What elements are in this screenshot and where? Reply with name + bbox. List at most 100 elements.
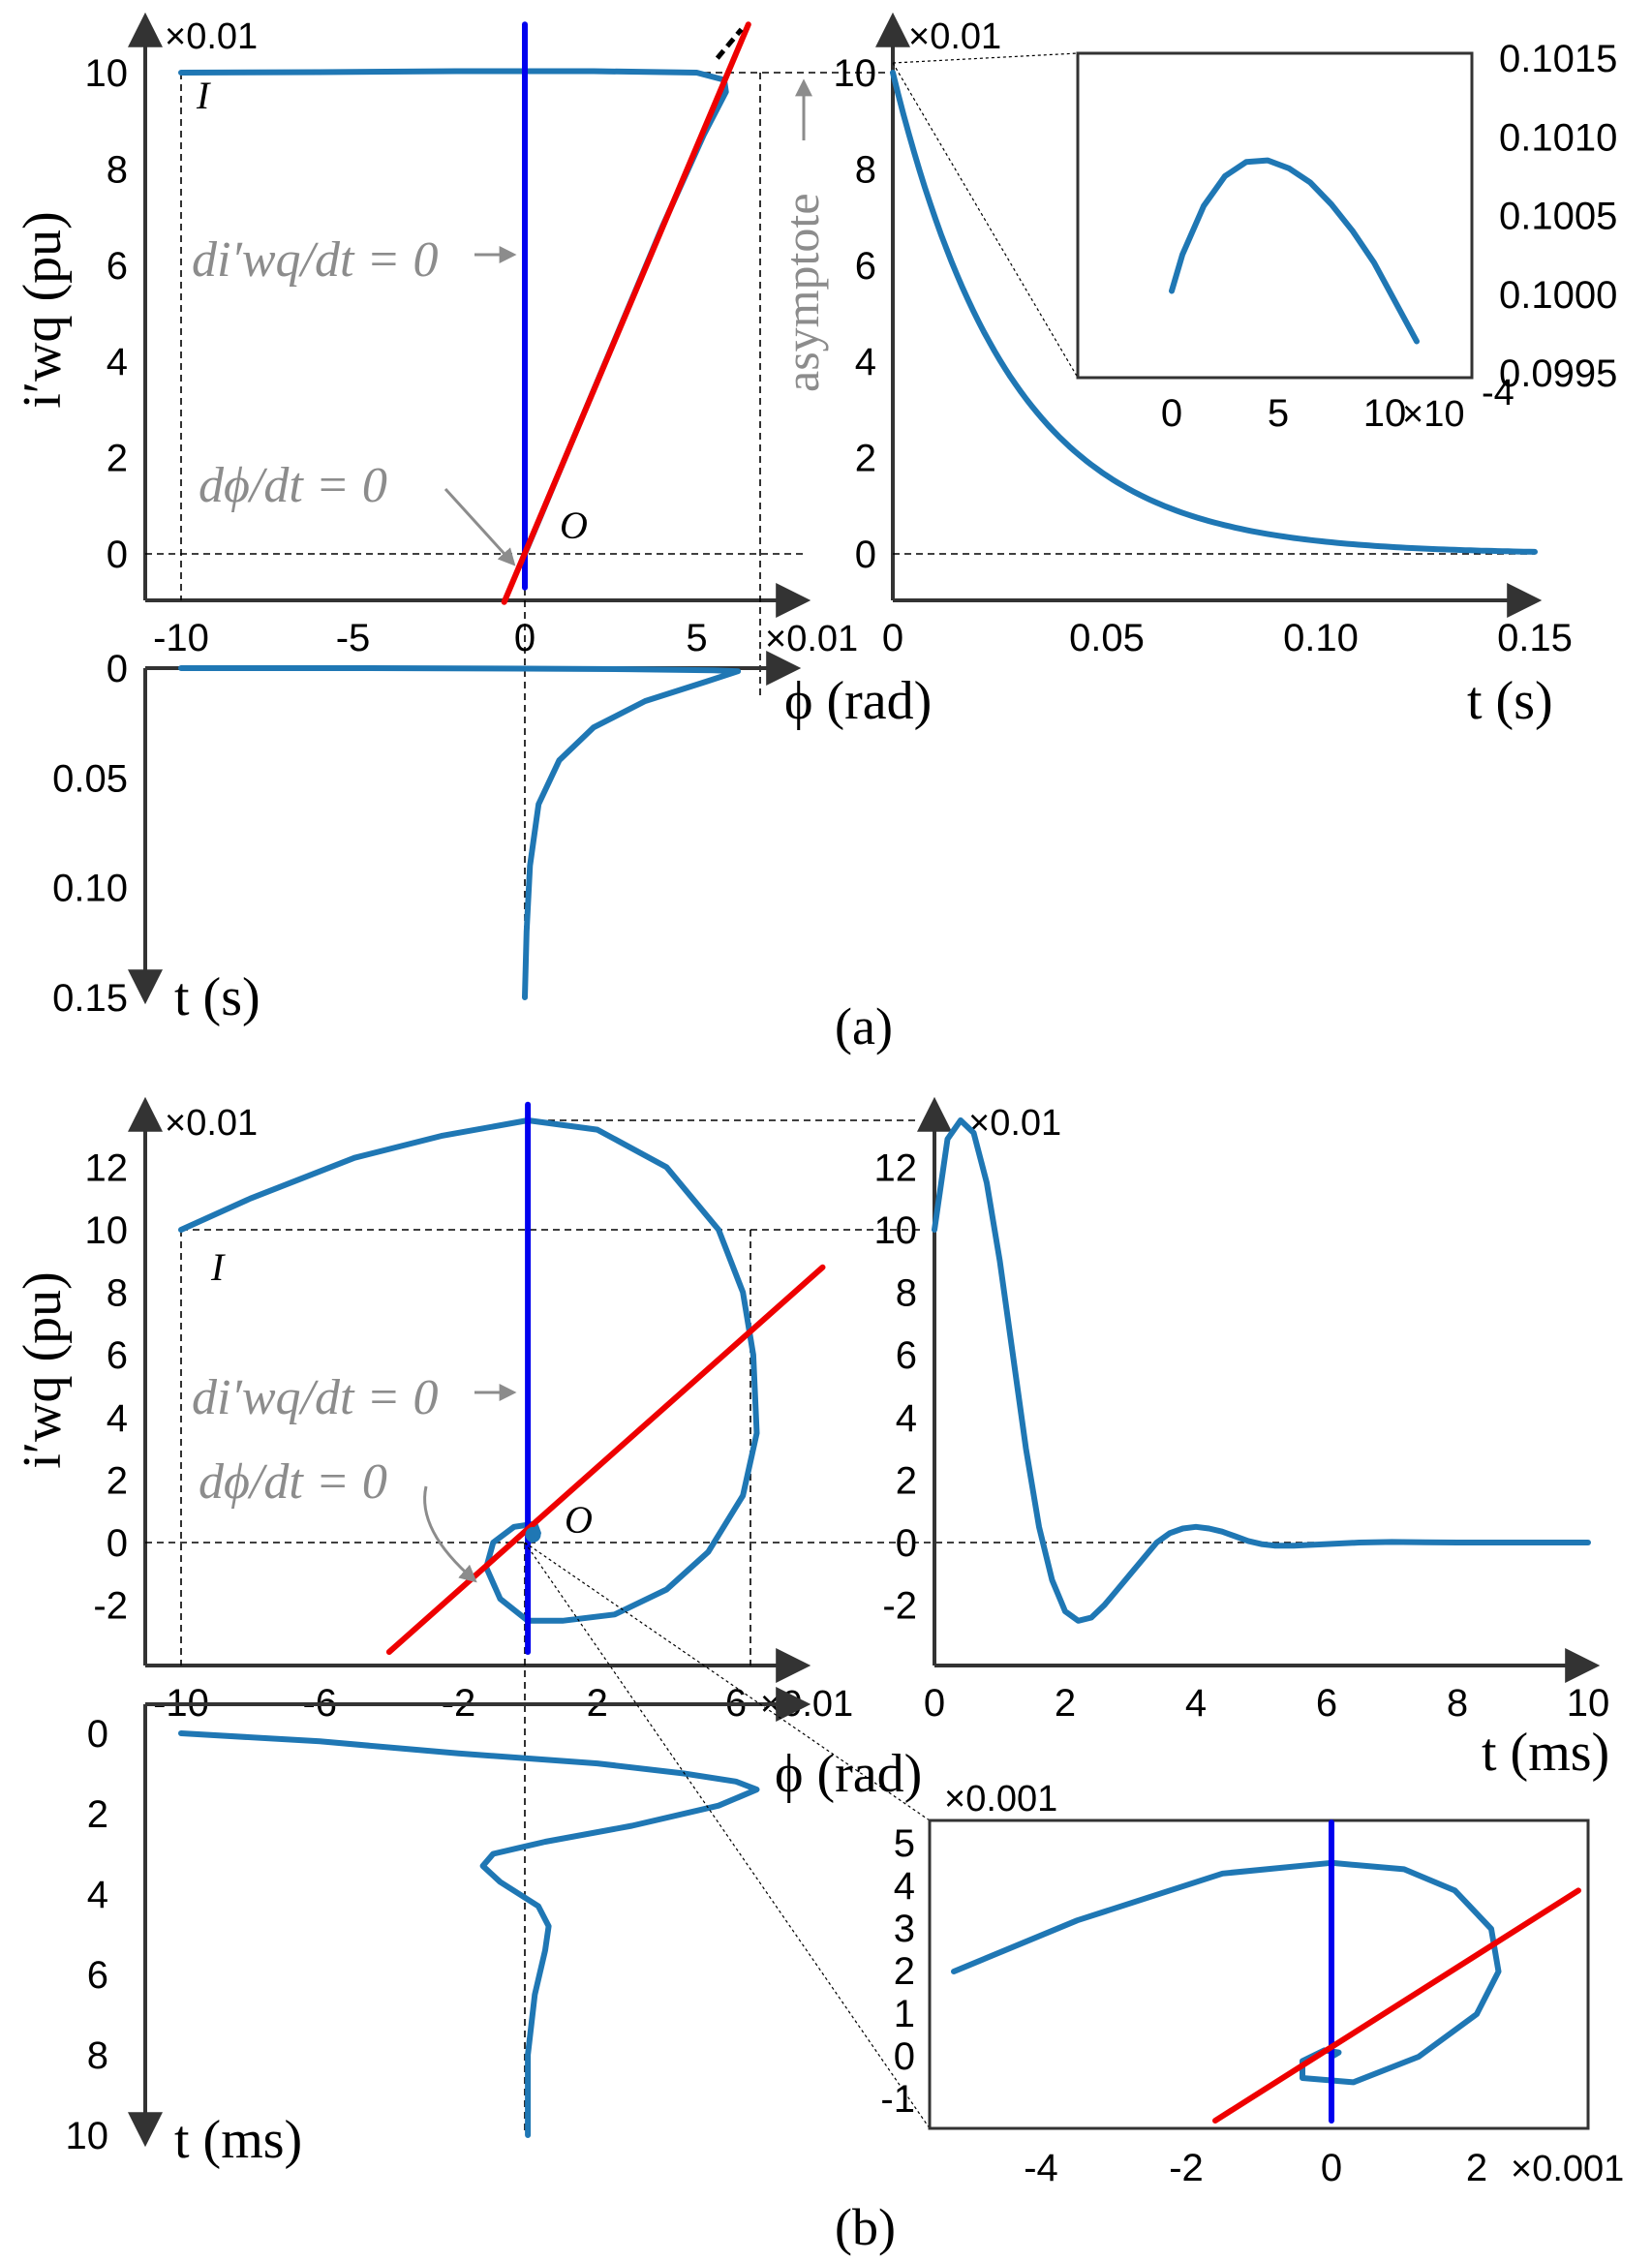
b-time-plot: [932, 1117, 1591, 1624]
b-time-y-multiplier: ×0.01: [968, 1103, 1061, 1144]
a-inset-ytick: 0.1000: [1499, 274, 1617, 317]
b-inset-plot: [951, 1819, 1581, 2124]
b-time-ytick: -2: [882, 1585, 917, 1628]
a-point-I: I: [196, 74, 211, 117]
a-phase-x-label: ϕ (rad): [784, 671, 932, 731]
b-time-xtick: 2: [1055, 1682, 1076, 1725]
a-time-plot: [890, 70, 1538, 555]
b-inset-y-multiplier: ×0.001: [944, 1779, 1057, 1819]
b-time-response: [932, 1117, 1591, 1624]
a-inset-x-multiplier: ×10: [1402, 394, 1464, 435]
b-phase-ytick: 12: [85, 1146, 129, 1189]
b-phase-equilibrium: [525, 1526, 541, 1543]
b-tphi-curve: [178, 1730, 760, 2138]
b-time-ytick: 10: [874, 1209, 918, 1252]
panel-label-a: (a): [835, 997, 893, 1055]
panel-a: -10 -5 0 5 0 2 4 6 8 10 ×0.01 ×0.01 i′wq (pu) ϕ (…: [13, 12, 1617, 1055]
a-inset-connector-top: [892, 52, 1079, 64]
b-phase-ytick: -2: [93, 1585, 128, 1628]
a-phase-nullcline-dphi-dt-: [501, 21, 751, 605]
b-annotation-dphi-arrow: [423, 1485, 477, 1583]
b-phase-ytick: 2: [107, 1459, 128, 1502]
a-tphi-curve: [178, 665, 742, 1000]
a-inset-xtick: 10: [1363, 392, 1407, 435]
a-time-response: [890, 70, 1538, 555]
a-phase-y-label: i′wq (pu): [13, 211, 73, 409]
a-phase-xtick: -10: [153, 617, 209, 659]
a-inset-plot: [1169, 157, 1420, 345]
b-phase-ytick: 4: [107, 1397, 128, 1440]
b-time-ytick: 8: [896, 1272, 917, 1315]
a-time-y-multiplier: ×0.01: [908, 16, 1001, 57]
b-phase-ytick: 10: [85, 1209, 129, 1252]
b-inset-xtick: 2: [1466, 2147, 1487, 2189]
a-phase-x-multiplier: ×0.01: [765, 619, 858, 659]
a-annotation-dphi-dt: dϕ/dt = 0: [199, 458, 387, 513]
a-inset-ytick: 0.1015: [1499, 38, 1617, 80]
a-tphi-ytick: 0.05: [52, 757, 128, 800]
a-time-x-label: t (s): [1467, 671, 1553, 731]
b-time-xtick: 4: [1185, 1682, 1207, 1725]
b-phase-ytick: 6: [107, 1334, 128, 1377]
a-inset-xtick: 0: [1161, 392, 1182, 435]
a-phase-y-multiplier: ×0.01: [165, 16, 258, 57]
b-time-xtick: 10: [1567, 1682, 1610, 1725]
b-point-I: I: [210, 1245, 226, 1289]
a-point-O: O: [560, 504, 588, 547]
b-time-ytick: 0: [896, 1522, 917, 1565]
a-time-ytick: 2: [855, 438, 876, 480]
a-tphi-ticks: 0 0.05 0.10 0.15: [52, 648, 128, 1020]
b-tphi-ticks: 0 2 4 6 8 10: [66, 1713, 109, 2157]
b-point-O: O: [565, 1498, 593, 1542]
a-annotation-dphi-arrow: [444, 487, 516, 566]
a-phase-xtick: -5: [336, 617, 371, 659]
a-asymptote-label: asymptote: [775, 78, 829, 392]
b-inset-x-multiplier: ×0.001: [1511, 2149, 1624, 2189]
b-time-xtick: 6: [1316, 1682, 1337, 1725]
a-inset-ytick: 0.1010: [1499, 116, 1617, 159]
a-phase-ytick: 4: [107, 341, 128, 383]
b-time-xtick: 0: [924, 1682, 945, 1725]
b-phase-plot: [178, 1101, 826, 1655]
b-time-ytick: 6: [896, 1334, 917, 1377]
b-phase-nullcline-dphi-dt-: [385, 1264, 826, 1655]
b-tphi-ytick: 8: [87, 2034, 108, 2077]
b-phase-y-label: i′wq (pu): [13, 1271, 73, 1469]
a-phase-ytick: 8: [107, 148, 128, 191]
b-tphi-ytick: 6: [87, 1954, 108, 1997]
a-time-xtick: 0.10: [1283, 617, 1359, 659]
a-time-ticks: 0 0.05 0.10 0.15 0 2 4 6 8 10: [834, 52, 1573, 659]
a-tphi-y-label: t (s): [174, 967, 260, 1027]
a-time-ytick: 4: [855, 341, 876, 383]
b-time-ytick: 2: [896, 1459, 917, 1502]
b-inset-connector-top: [524, 1542, 931, 1821]
a-tphi-plot: [178, 665, 742, 1000]
b-tphi-plot: [178, 1730, 760, 2138]
b-tphi-ytick: 10: [66, 2115, 109, 2157]
b-annotation-dphi-dt: dϕ/dt = 0: [199, 1454, 387, 1510]
b-inset-frame: [928, 1819, 1590, 2130]
a-inset-curve: [1169, 157, 1420, 345]
b-inset-xtick: -4: [1024, 2147, 1058, 2189]
b-inset-ytick: 5: [894, 1822, 915, 1865]
a-time-ytick: 0: [855, 534, 876, 576]
b-inset-ytick: 0: [894, 2035, 915, 2078]
b-inset-ytick: -1: [880, 2078, 915, 2121]
svg-text:i′wq (pu): i′wq (pu): [13, 211, 73, 409]
b-inset-xtick: -2: [1169, 2147, 1204, 2189]
b-inset-ytick: 1: [894, 1993, 915, 2035]
b-tphi-ytick: 0: [87, 1713, 108, 1756]
b-inset-connector-bottom: [524, 1542, 931, 2129]
b-time-x-label: t (ms): [1482, 1723, 1609, 1783]
a-inset-x-exponent: -4: [1482, 373, 1514, 413]
b-inset-nullcline-dphi-dt-: [1212, 1887, 1581, 2124]
a-time-xtick: 0: [882, 617, 903, 659]
b-phase-y-multiplier: ×0.01: [165, 1103, 258, 1144]
a-phase-plot: [178, 21, 751, 605]
svg-text:i′wq (pu): i′wq (pu): [13, 1271, 73, 1469]
a-inset-connector-bottom: [892, 62, 1079, 379]
a-phase-ytick: 6: [107, 245, 128, 288]
a-phase-asymptote: [715, 27, 744, 60]
a-phase-ytick: 0: [107, 534, 128, 576]
